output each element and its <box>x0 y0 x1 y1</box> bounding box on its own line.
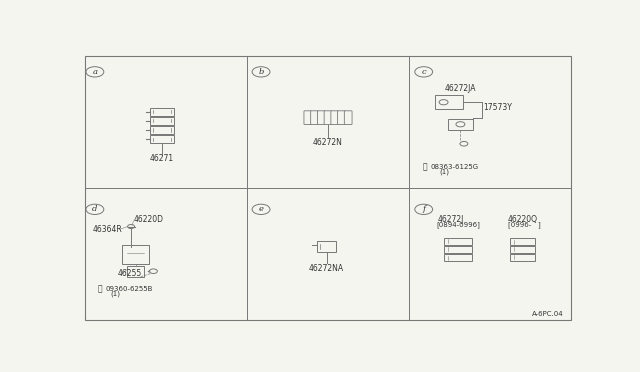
Text: 46220D: 46220D <box>134 215 164 224</box>
Bar <box>150 135 173 143</box>
Text: 08363-6125G: 08363-6125G <box>430 164 478 170</box>
Bar <box>510 246 535 253</box>
FancyBboxPatch shape <box>344 111 352 125</box>
Text: [0996-   ]: [0996- ] <box>508 222 540 228</box>
Text: [0894-0996]: [0894-0996] <box>436 222 480 228</box>
Bar <box>510 238 535 245</box>
Text: 46272JA: 46272JA <box>445 84 476 93</box>
Bar <box>444 238 472 245</box>
Bar <box>150 126 173 134</box>
Text: e: e <box>259 205 264 214</box>
Text: Ⓢ: Ⓢ <box>422 163 427 171</box>
Text: a: a <box>92 68 97 76</box>
Bar <box>122 245 150 264</box>
Text: (1): (1) <box>439 169 449 175</box>
FancyBboxPatch shape <box>304 111 312 125</box>
Bar <box>510 254 535 261</box>
Bar <box>444 254 472 261</box>
Bar <box>444 246 472 253</box>
Text: 46272N: 46272N <box>313 138 343 147</box>
Text: 17573Y: 17573Y <box>483 103 512 112</box>
Text: 46271: 46271 <box>150 154 174 163</box>
Text: 46272NA: 46272NA <box>309 264 344 273</box>
Bar <box>317 241 336 252</box>
Bar <box>435 95 463 109</box>
Text: 46220Q: 46220Q <box>508 215 538 224</box>
Bar <box>127 266 145 277</box>
Text: d: d <box>92 205 97 214</box>
Bar <box>150 117 173 125</box>
Text: c: c <box>421 68 426 76</box>
FancyBboxPatch shape <box>331 111 339 125</box>
Text: A-6PC.04: A-6PC.04 <box>532 311 564 317</box>
Text: 46255: 46255 <box>117 269 141 278</box>
Text: b: b <box>259 68 264 76</box>
FancyBboxPatch shape <box>338 111 346 125</box>
Text: 09360-6255B: 09360-6255B <box>106 286 153 292</box>
FancyBboxPatch shape <box>324 111 332 125</box>
FancyBboxPatch shape <box>310 111 318 125</box>
Bar <box>448 119 473 130</box>
Text: 46364R: 46364R <box>92 225 122 234</box>
Text: Ⓢ: Ⓢ <box>97 284 102 293</box>
FancyBboxPatch shape <box>317 111 325 125</box>
Text: 46272J: 46272J <box>438 215 465 224</box>
Bar <box>150 108 173 116</box>
Text: (1): (1) <box>111 291 121 297</box>
Text: f: f <box>422 205 426 214</box>
